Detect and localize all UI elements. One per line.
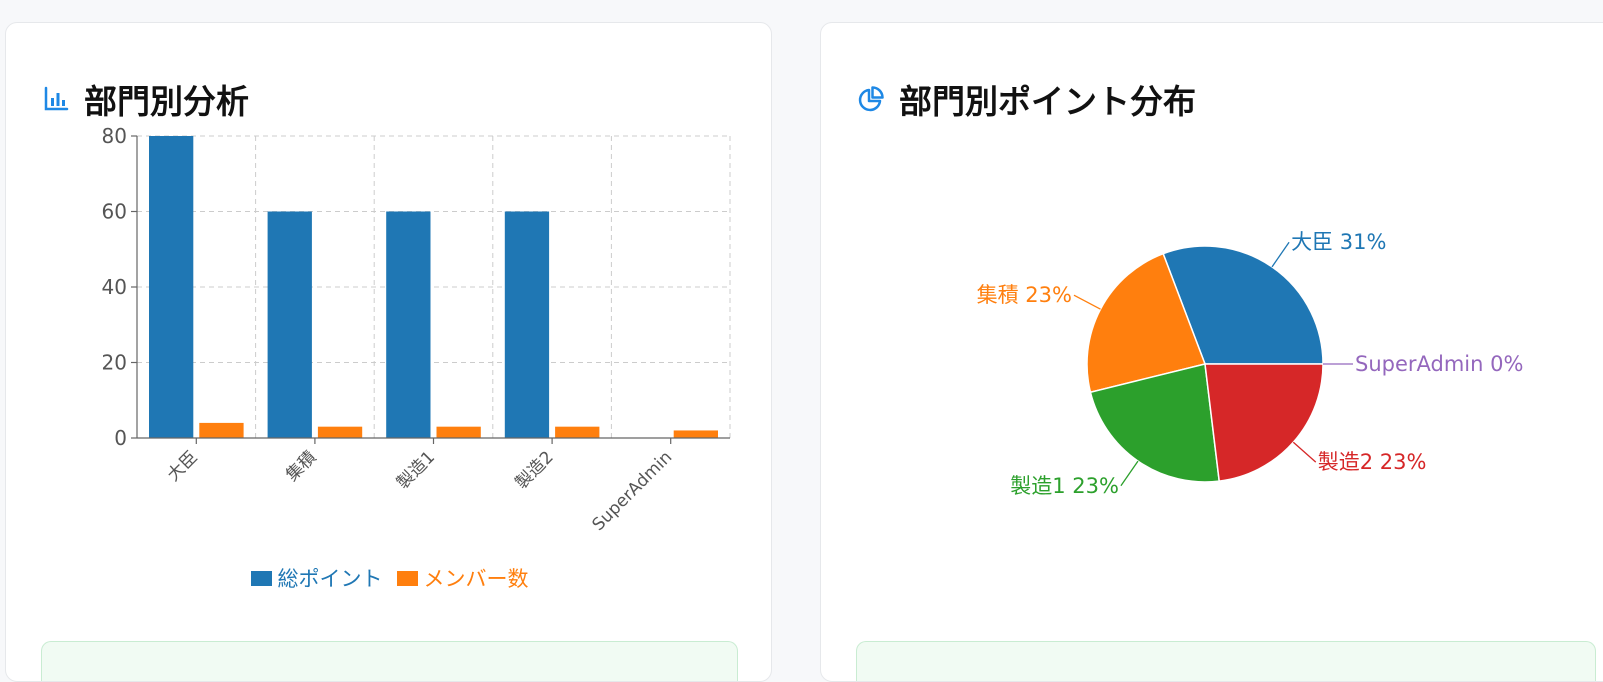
department-points-distribution-card: 部門別ポイント分布 大臣 31% 集積 23% 製造1 23% 製造2 23% Supe… <box>820 22 1603 682</box>
bar <box>199 422 244 438</box>
pie-slice <box>1086 252 1207 394</box>
summary-box <box>41 641 738 681</box>
bar-panel-title: 部門別分析 <box>84 82 249 121</box>
x-tick-label: 集積 <box>282 447 320 485</box>
y-tick-label: 80 <box>102 124 127 148</box>
bar-panel-header: 部門別分析 <box>42 75 249 123</box>
pie-label-leader <box>1292 441 1317 463</box>
pie-slice-label: 集積 23% <box>977 283 1072 307</box>
pie-panel-title: 部門別ポイント分布 <box>899 82 1196 121</box>
pie-label-leader <box>1120 460 1139 487</box>
pie-panel-header: 部門別ポイント分布 <box>857 75 1196 123</box>
pie-label-leader <box>1271 241 1290 268</box>
y-tick-label: 20 <box>102 351 127 375</box>
bar <box>555 426 600 438</box>
bar-chart-icon <box>42 85 70 113</box>
legend-item[interactable]: 総ポイント <box>250 563 383 593</box>
summary-box <box>856 641 1596 681</box>
bar <box>673 430 718 438</box>
bar <box>504 211 550 438</box>
x-tick-label: SuperAdmin <box>589 447 677 535</box>
legend-swatch <box>396 570 418 586</box>
bar <box>436 426 481 438</box>
bar <box>149 136 194 438</box>
pie-slice-label: SuperAdmin 0% <box>1355 352 1523 376</box>
department-analysis-card: 部門別分析 0 20 40 60 80 大臣 集積 製造1 製造2 SuperAdmin 総ポイン… <box>5 22 772 682</box>
pie-slice-label: 大臣 31% <box>1291 230 1386 254</box>
y-tick-label: 0 <box>114 426 127 450</box>
pie-slice <box>1162 245 1324 365</box>
x-tick-label: 製造2 <box>512 447 558 493</box>
y-tick-label: 40 <box>102 275 127 299</box>
x-tick-label: 大臣 <box>164 447 202 485</box>
pie-chart: 大臣 31% 集積 23% 製造1 23% 製造2 23% SuperAdmin 0% <box>977 230 1524 498</box>
bar-chart-legend: 総ポイント メンバー数 <box>6 563 773 593</box>
bar <box>386 211 431 438</box>
bar <box>317 426 363 438</box>
pie-label-leader <box>1073 294 1101 310</box>
pie-slice <box>1089 363 1221 483</box>
legend-label: メンバー数 <box>423 567 529 591</box>
legend-item[interactable]: メンバー数 <box>396 563 529 593</box>
bar-chart: 0 20 40 60 80 大臣 集積 製造1 製造2 SuperAdmin <box>102 124 731 535</box>
pie-slice-label: 製造2 23% <box>1318 450 1427 474</box>
legend-label: 総ポイント <box>277 567 383 591</box>
pie-slice-label: 製造1 23% <box>1010 474 1119 498</box>
pie-chart-icon <box>857 85 885 113</box>
pie-slice <box>1204 363 1324 482</box>
x-tick-label: 製造1 <box>393 447 439 493</box>
y-tick-label: 60 <box>102 200 127 224</box>
bar <box>267 211 312 438</box>
legend-swatch <box>250 570 272 586</box>
